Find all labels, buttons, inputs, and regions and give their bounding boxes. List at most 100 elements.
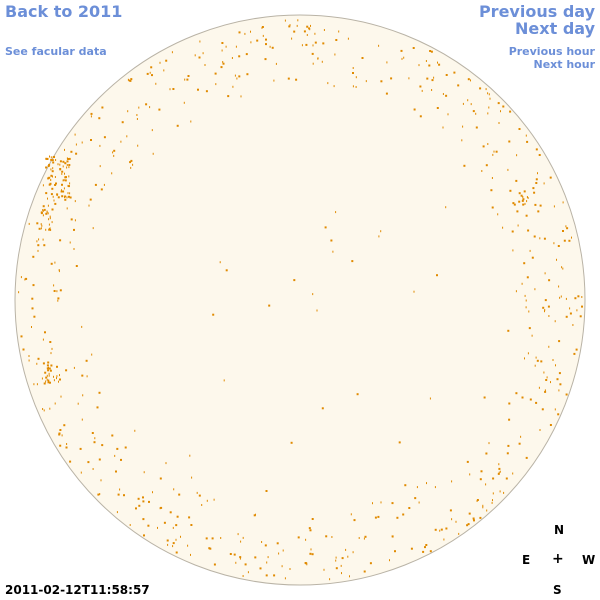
facula-point xyxy=(148,500,150,503)
facula-point xyxy=(51,159,54,162)
facula-point xyxy=(48,374,50,377)
facula-point xyxy=(502,226,504,229)
facula-point xyxy=(267,556,269,559)
facula-point xyxy=(518,442,521,445)
facula-point xyxy=(142,496,144,499)
facula-point xyxy=(175,538,177,541)
facula-point xyxy=(138,504,141,507)
facula-point xyxy=(51,221,53,224)
facula-point xyxy=(32,284,35,287)
facula-point xyxy=(374,516,377,519)
facula-point xyxy=(528,327,531,330)
facula-point xyxy=(295,78,298,81)
facula-point xyxy=(467,523,470,526)
facula-point xyxy=(479,87,482,90)
previous-hour-link[interactable]: Previous hour xyxy=(508,45,595,58)
facula-point xyxy=(491,501,493,504)
next-day-link[interactable]: Next day xyxy=(515,19,595,38)
facula-point xyxy=(527,352,529,355)
next-hour-link[interactable]: Next hour xyxy=(533,58,596,71)
facula-point xyxy=(522,203,525,206)
facula-point xyxy=(47,381,50,384)
facula-point xyxy=(579,315,582,318)
facula-point xyxy=(45,212,48,215)
previous-day-link[interactable]: Previous day xyxy=(478,2,595,21)
facula-point xyxy=(56,290,58,293)
facula-point xyxy=(271,46,274,49)
facula-point xyxy=(62,190,65,193)
facula-point xyxy=(48,218,50,221)
facula-point xyxy=(18,291,20,294)
facula-point xyxy=(70,218,73,221)
facula-point xyxy=(59,163,61,166)
see-facular-data-link[interactable]: See facular data xyxy=(5,45,107,58)
facula-point xyxy=(572,324,574,326)
facula-point xyxy=(521,282,523,285)
facula-point xyxy=(180,535,181,538)
facula-point xyxy=(242,575,244,577)
facula-point xyxy=(380,501,382,504)
facula-point xyxy=(538,386,540,389)
facula-point xyxy=(345,548,347,551)
facula-point xyxy=(50,168,52,171)
facula-point xyxy=(103,136,106,139)
facula-point xyxy=(58,270,60,273)
facula-point xyxy=(469,473,471,476)
facula-point xyxy=(213,498,215,501)
facula-point xyxy=(138,106,140,109)
facula-point xyxy=(49,182,52,185)
facula-point xyxy=(222,61,224,63)
facula-point xyxy=(59,289,62,292)
facula-point xyxy=(49,227,51,230)
facula-point xyxy=(57,196,60,199)
facula-point xyxy=(53,379,55,382)
back-to-year-link[interactable]: Back to 2011 xyxy=(5,2,123,21)
facula-point xyxy=(196,491,198,494)
facula-point xyxy=(562,201,564,204)
facula-point xyxy=(581,296,583,298)
facula-point xyxy=(127,110,129,113)
facula-point xyxy=(289,568,291,570)
facula-point xyxy=(238,75,241,78)
facula-point xyxy=(412,47,415,49)
facula-point xyxy=(500,110,501,113)
facula-point xyxy=(433,76,435,79)
facula-point xyxy=(41,377,43,380)
facula-point xyxy=(296,24,298,27)
facula-point xyxy=(535,148,538,151)
facula-point xyxy=(378,235,380,238)
facula-point xyxy=(391,502,394,505)
facula-point xyxy=(57,299,59,302)
facula-point xyxy=(222,62,225,65)
facula-point xyxy=(508,140,511,143)
facula-point xyxy=(187,544,189,547)
facula-point xyxy=(341,557,344,560)
facula-point xyxy=(402,513,405,516)
facula-point xyxy=(398,441,401,444)
facula-point xyxy=(178,493,181,496)
facula-point xyxy=(544,299,547,302)
facula-point xyxy=(43,208,46,211)
facula-point xyxy=(273,79,275,82)
facula-point xyxy=(38,238,40,241)
facula-point xyxy=(365,80,367,83)
facula-point xyxy=(69,192,71,195)
facula-point xyxy=(237,533,239,536)
facula-point xyxy=(54,202,57,205)
facula-point xyxy=(308,27,311,30)
facula-point xyxy=(338,30,340,33)
facula-point xyxy=(65,369,68,372)
facula-point xyxy=(205,90,208,93)
facula-point xyxy=(64,198,67,201)
facula-point xyxy=(576,309,578,312)
facula-point xyxy=(436,107,439,109)
facula-point xyxy=(188,516,191,519)
facula-point xyxy=(558,285,560,288)
facula-point xyxy=(49,155,50,158)
facula-point xyxy=(47,379,49,382)
facula-point xyxy=(189,454,191,457)
facula-point xyxy=(335,39,338,41)
facula-point xyxy=(165,462,167,465)
facula-point xyxy=(442,126,444,129)
